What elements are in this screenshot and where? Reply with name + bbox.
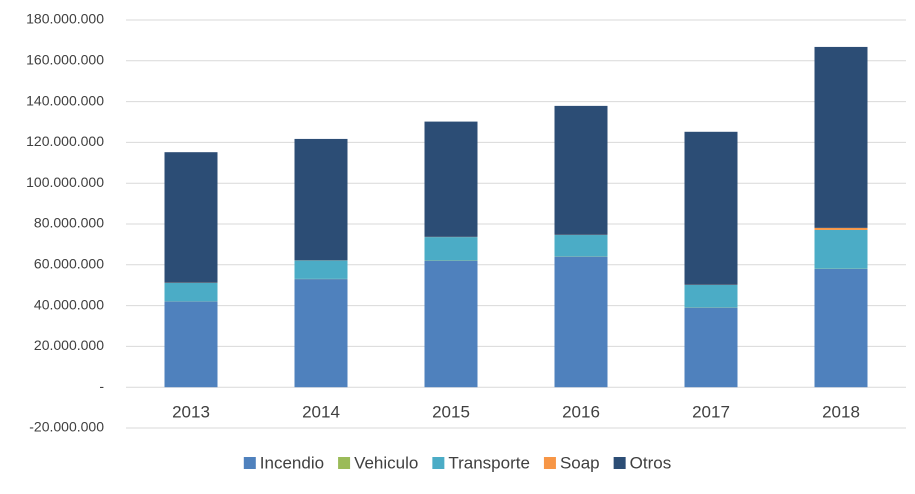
y-tick-label: 100.000.000: [26, 174, 104, 190]
y-tick-label: 80.000.000: [34, 215, 104, 231]
x-tick-label: 2015: [432, 403, 470, 422]
bar-segment: [815, 269, 868, 387]
bar-segment: [815, 230, 868, 269]
x-tick-label: 2013: [172, 403, 210, 422]
legend-label: Otros: [630, 453, 672, 472]
y-tick-label: 20.000.000: [34, 337, 104, 353]
legend-label: Vehiculo: [354, 453, 418, 472]
bar-segment: [425, 237, 478, 260]
bar-segment: [165, 283, 218, 301]
legend-swatch: [338, 457, 350, 469]
bar-segment: [815, 228, 868, 230]
y-tick-label: -20.000.000: [29, 419, 104, 435]
bar-segment: [815, 47, 868, 228]
bar-segment: [425, 122, 478, 237]
legend-label: Incendio: [260, 453, 324, 472]
bar-segment: [685, 132, 738, 285]
y-tick-label: 60.000.000: [34, 256, 104, 272]
y-tick-label: 140.000.000: [26, 92, 104, 108]
x-tick-label: 2018: [822, 403, 860, 422]
legend-label: Soap: [560, 453, 600, 472]
y-tick-label: 40.000.000: [34, 296, 104, 312]
y-tick-label: -: [99, 378, 104, 394]
bar-segment: [555, 106, 608, 235]
bar-segment: [685, 285, 738, 307]
x-tick-label: 2017: [692, 403, 730, 422]
bar-segment: [295, 279, 348, 387]
legend-swatch: [432, 457, 444, 469]
legend-swatch: [244, 457, 256, 469]
bar-segment: [295, 261, 348, 279]
legend-swatch: [614, 457, 626, 469]
bar-segment: [685, 308, 738, 388]
bar-segment: [295, 139, 348, 260]
bar-segment: [425, 261, 478, 387]
x-tick-label: 2014: [302, 403, 340, 422]
bar-segment: [555, 257, 608, 388]
y-tick-label: 120.000.000: [26, 133, 104, 149]
bar-segment: [165, 152, 218, 283]
bar-segment: [555, 235, 608, 256]
y-tick-label: 180.000.000: [26, 11, 104, 27]
bar-segment: [165, 302, 218, 388]
y-tick-label: 160.000.000: [26, 52, 104, 68]
legend-label: Transporte: [448, 453, 530, 472]
legend-swatch: [544, 457, 556, 469]
x-tick-label: 2016: [562, 403, 600, 422]
